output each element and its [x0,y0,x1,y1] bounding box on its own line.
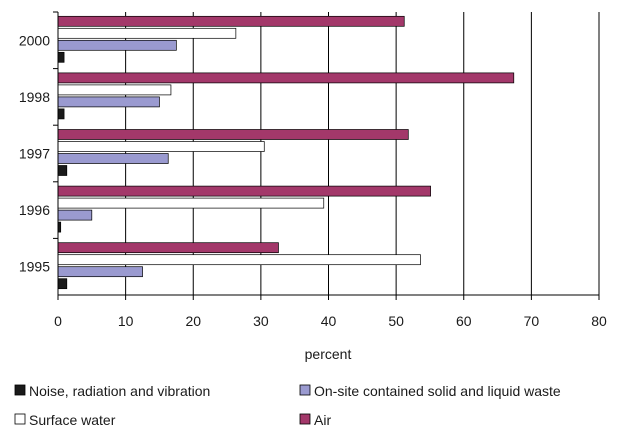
x-tick-label: 30 [253,313,269,329]
legend-swatch [299,413,311,425]
bar-air-1995 [57,242,279,254]
bar-air-1997 [57,129,409,140]
grid-lines [125,12,600,295]
bar-surface-water-1998 [57,84,172,96]
x-tick-label: 70 [524,313,540,329]
x-tick-label: 50 [388,313,404,329]
x-tick-label: 20 [185,313,201,329]
x-axis-title: percent [305,346,352,362]
legend-swatch [299,384,311,396]
legend-label: On-site contained solid and liquid waste [314,383,561,399]
legend-label: Air [314,412,331,428]
bar-surface-water-1997 [57,141,265,152]
bar-surface-water-1996 [57,197,325,209]
y-tick-label: 1995 [19,259,50,275]
bar-on-site-contained-solid-and-liquid-waste-2000 [57,39,177,51]
bars [57,15,515,290]
bar-noise-radiation-and-vibration-2000 [57,51,65,63]
bar-noise-radiation-and-vibration-1998 [57,108,65,120]
bar-surface-water-1995 [57,254,421,266]
y-tick-labels: 2000 1998 1997 1996 1995 [19,32,50,274]
bar-surface-water-2000 [57,27,237,39]
y-tick-label: 1996 [19,202,50,218]
bar-on-site-contained-solid-and-liquid-waste-1996 [57,209,93,221]
x-tick-label: 0 [54,313,62,329]
y-tick-label: 2000 [19,32,50,48]
axes [53,11,600,300]
bar-on-site-contained-solid-and-liquid-waste-1995 [57,266,143,278]
bar-air-2000 [57,15,405,27]
legend-label: Surface water [29,412,116,428]
bar-on-site-contained-solid-and-liquid-waste-1998 [57,96,160,108]
bar-air-1996 [57,185,431,197]
x-tick-labels: 0 10 20 30 40 50 60 70 80 [54,313,607,329]
legend-swatch [14,384,26,396]
bar-on-site-contained-solid-and-liquid-waste-1997 [57,153,169,164]
bar-noise-radiation-and-vibration-1995 [57,278,68,290]
x-tick-label: 10 [118,313,134,329]
y-tick-label: 1997 [19,146,50,162]
legend-swatch [14,413,26,425]
bar-noise-radiation-and-vibration-1997 [57,165,68,176]
x-tick-label: 40 [321,313,337,329]
y-tick-label: 1998 [19,89,50,105]
x-tick-label: 60 [456,313,472,329]
x-tick-label: 80 [591,313,607,329]
bar-air-1998 [57,72,515,84]
legend-label: Noise, radiation and vibration [29,383,210,399]
legend: Noise, radiation and vibration On-site co… [14,383,561,428]
